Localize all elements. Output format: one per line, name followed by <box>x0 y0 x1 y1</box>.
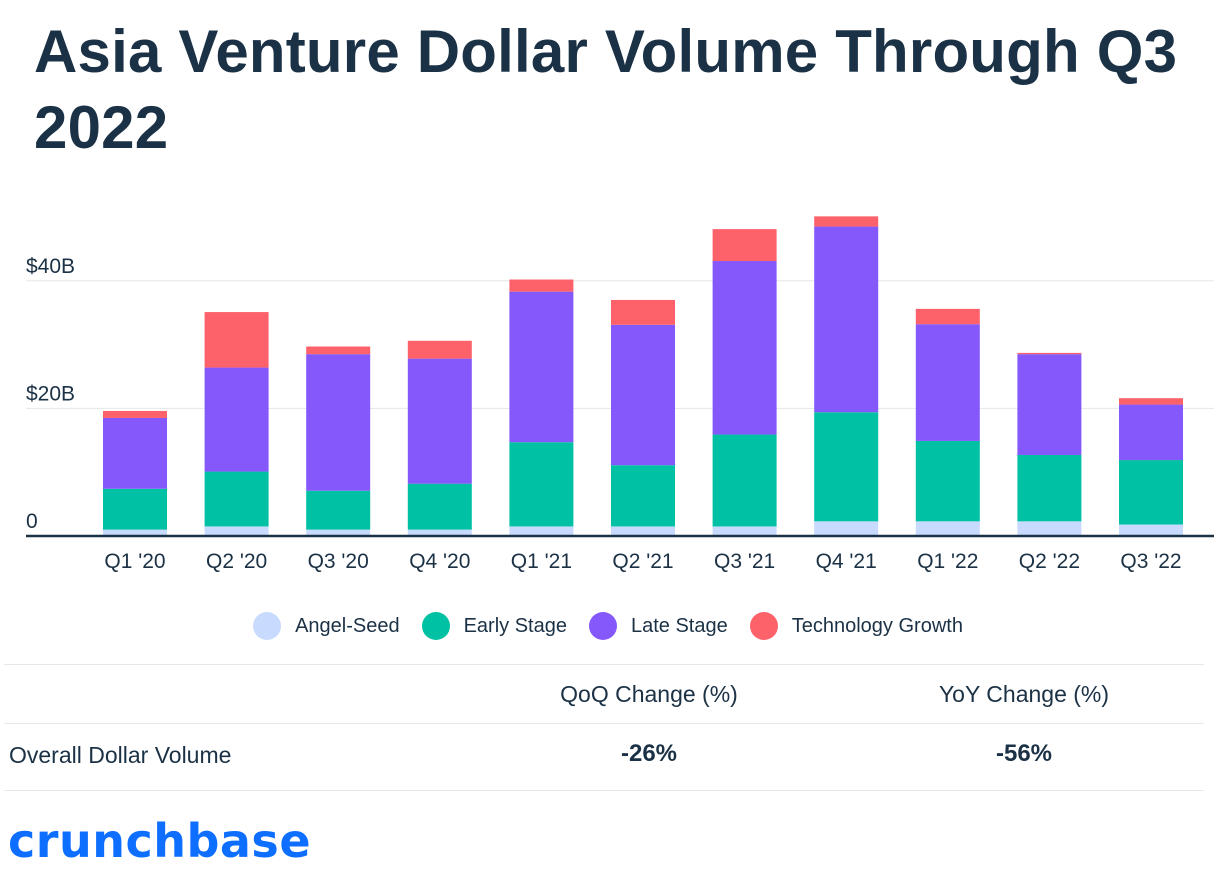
legend-swatch-late-stage <box>588 612 617 640</box>
x-tick-label: Q2 '20 <box>206 550 267 573</box>
x-tick-label: Q3 '22 <box>1120 550 1181 573</box>
legend-item-technology-growth: Technology Growth <box>749 612 963 640</box>
table-row: Overall Dollar Volume -26% -56% <box>4 723 1204 791</box>
row-label: Overall Dollar Volume <box>9 742 232 768</box>
bar-late-stage-q3-22 <box>1119 404 1183 461</box>
legend-label-technology-growth: Technology Growth <box>791 614 963 637</box>
bar-technology-growth-q1-20 <box>103 410 167 418</box>
bar-angel-seed-q2-22 <box>1017 521 1082 536</box>
bar-late-stage-q4-21 <box>814 226 879 413</box>
bar-technology-growth-q3-22 <box>1119 398 1183 405</box>
x-tick-label: Q4 '21 <box>816 550 877 573</box>
legend-swatch-angel-seed <box>253 612 282 640</box>
bar-early-stage-q3-21 <box>712 434 777 527</box>
legend-swatch-early-stage <box>421 612 450 640</box>
bar-angel-seed-q1-22 <box>915 521 980 536</box>
bar-early-stage-q3-20 <box>306 490 371 530</box>
bar-technology-growth-q4-21 <box>814 216 879 227</box>
bar-early-stage-q2-22 <box>1017 454 1082 522</box>
bar-angel-seed-q1-20 <box>103 529 167 536</box>
bar-late-stage-q3-20 <box>306 354 371 491</box>
bar-angel-seed-q3-20 <box>306 529 371 536</box>
bar-late-stage-q1-22 <box>915 324 980 441</box>
bar-technology-growth-q3-20 <box>306 346 371 355</box>
bar-late-stage-q2-22 <box>1017 354 1082 455</box>
bar-late-stage-q1-20 <box>103 417 167 489</box>
bar-technology-growth-q2-20 <box>204 312 269 368</box>
bar-angel-seed-q4-21 <box>814 521 879 536</box>
x-tick-label: Q2 '21 <box>612 550 673 573</box>
bar-angel-seed-q2-20 <box>204 526 269 536</box>
bar-late-stage-q3-21 <box>712 261 777 435</box>
legend-swatch-technology-growth <box>749 612 778 640</box>
bar-late-stage-q2-20 <box>204 367 269 472</box>
bar-early-stage-q4-20 <box>407 483 472 530</box>
bar-technology-growth-q1-21 <box>509 279 574 292</box>
bar-early-stage-q2-20 <box>204 471 269 527</box>
yoy-value: -56% <box>995 740 1053 767</box>
yoy-header: YoY Change (%) <box>938 681 1110 707</box>
crunchbase-logo: crunchbase <box>8 814 312 868</box>
y-tick-label: 0 <box>26 510 38 533</box>
bar-angel-seed-q3-21 <box>712 526 777 536</box>
bar-early-stage-q4-21 <box>814 412 879 522</box>
bar-angel-seed-q3-22 <box>1119 524 1183 536</box>
qoq-value: -26% <box>620 740 678 767</box>
x-tick-label: Q1 '20 <box>104 550 165 573</box>
legend-label-angel-seed: Angel-Seed <box>295 614 400 637</box>
bar-early-stage-q1-22 <box>915 440 980 522</box>
x-tick-label: Q3 '21 <box>714 550 775 573</box>
bar-angel-seed-q4-20 <box>407 529 472 536</box>
x-tick-label: Q1 '22 <box>917 550 978 573</box>
bar-late-stage-q1-21 <box>509 291 574 443</box>
bar-early-stage-q1-20 <box>103 488 167 530</box>
bar-early-stage-q3-22 <box>1119 460 1183 525</box>
table-header-row: QoQ Change (%) YoY Change (%) <box>4 664 1204 723</box>
bar-late-stage-q2-21 <box>611 324 675 466</box>
qoq-header: QoQ Change (%) <box>560 681 738 707</box>
bar-technology-growth-q1-22 <box>915 308 980 325</box>
chart-legend: Angel-Seed Early Stage Late Stage Techno… <box>0 612 1216 640</box>
page-title: Asia Venture Dollar Volume Through Q3 20… <box>34 18 1178 161</box>
x-tick-label: Q4 '20 <box>409 550 470 573</box>
x-tick-label: Q2 '22 <box>1019 550 1080 573</box>
stacked-bar-chart: 0 $20B $40B Q1 '20 Q2 '20 Q3 '20 Q4 '20 Q1 '21… <box>26 216 1214 573</box>
x-tick-label: Q1 '21 <box>511 550 572 573</box>
legend-item-late-stage: Late Stage <box>588 612 728 640</box>
bar-technology-growth-q2-22 <box>1017 352 1082 355</box>
bar-late-stage-q4-20 <box>407 358 472 484</box>
change-table: QoQ Change (%) YoY Change (%) Overall Do… <box>4 664 1204 791</box>
legend-label-early-stage: Early Stage <box>463 614 567 637</box>
bar-angel-seed-q1-21 <box>509 526 574 536</box>
bar-early-stage-q1-21 <box>509 442 574 527</box>
bar-technology-growth-q2-21 <box>611 299 675 325</box>
x-tick-label: Q3 '20 <box>308 550 369 573</box>
bar-angel-seed-q2-21 <box>611 526 675 536</box>
legend-item-angel-seed: Angel-Seed <box>253 612 400 640</box>
legend-label-late-stage: Late Stage <box>630 614 728 637</box>
bar-early-stage-q2-21 <box>611 465 675 527</box>
y-tick-label: $20B <box>26 382 75 405</box>
y-tick-label: $40B <box>26 255 75 278</box>
bar-technology-growth-q4-20 <box>407 340 472 359</box>
bar-technology-growth-q3-21 <box>712 229 777 262</box>
legend-item-early-stage: Early Stage <box>421 612 567 640</box>
